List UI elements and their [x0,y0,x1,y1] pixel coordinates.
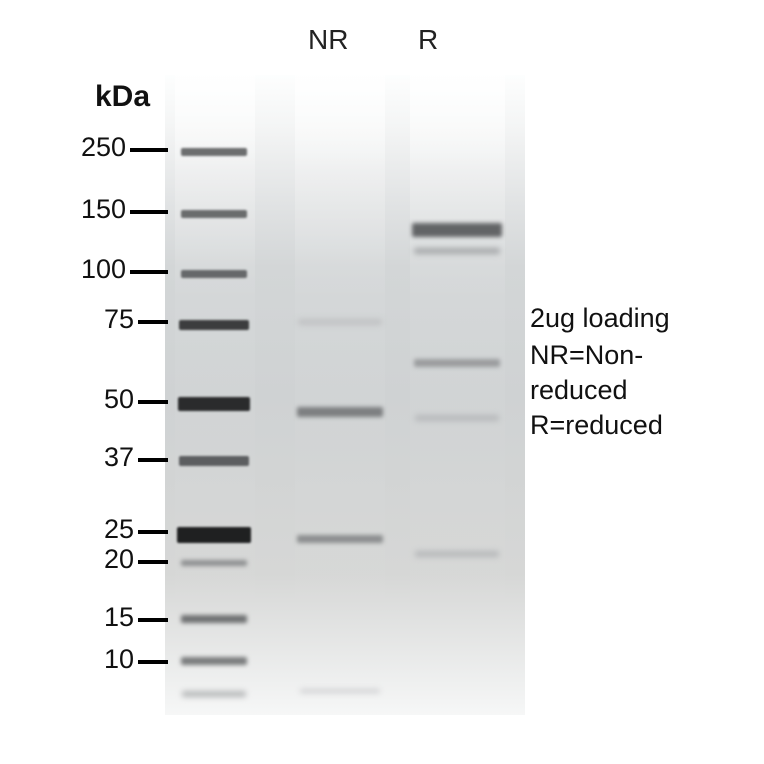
band-R-3 [415,415,499,421]
band-ladder-0 [181,148,247,156]
tick-dash-150 [130,210,168,214]
legend-line-1: NR=Non- [530,340,643,371]
band-R-4 [415,551,499,557]
tick-dash-20 [138,560,168,564]
legend-line-0: 2ug loading [530,303,670,334]
legend-line-3: R=reduced [530,410,663,441]
tick-dash-100 [130,270,168,274]
band-NR-0 [298,319,382,325]
tick-label-37: 37 [74,442,134,473]
tick-label-250: 250 [66,132,126,163]
tick-label-10: 10 [74,644,134,675]
legend-line-2: reduced [530,375,628,406]
tick-label-150: 150 [66,194,126,225]
tick-label-20: 20 [74,544,134,575]
tick-dash-250 [130,148,168,152]
band-ladder-4 [178,397,250,411]
band-ladder-1 [181,210,247,218]
lane-NR [295,75,385,715]
lane-R [410,75,505,715]
band-ladder-6 [177,527,251,543]
tick-label-100: 100 [66,254,126,285]
tick-dash-25 [138,530,168,534]
tick-dash-15 [138,618,168,622]
band-ladder-3 [179,320,249,330]
tick-dash-75 [138,320,168,324]
col-header-NR: NR [308,24,348,56]
band-NR-1 [297,407,383,417]
tick-dash-50 [138,400,168,404]
gel-strip [165,75,525,715]
band-R-2 [414,359,500,367]
tick-label-75: 75 [74,304,134,335]
gel-figure: NR R kDa 250 150 100 75 50 37 2520 15 10 2ug loa… [0,0,764,764]
band-NR-3 [300,689,380,693]
kda-axis-label: kDa [95,80,150,114]
band-ladder-10 [182,691,246,697]
col-header-R: R [418,24,438,56]
band-ladder-9 [181,657,247,665]
band-ladder-8 [181,615,247,623]
band-R-0 [412,223,502,237]
tick-label-15: 15 [74,602,134,633]
band-ladder-5 [179,456,249,466]
tick-dash-10 [138,660,168,664]
band-NR-2 [297,535,383,543]
tick-label-50: 50 [74,384,134,415]
band-ladder-7 [181,560,247,566]
band-R-1 [414,248,500,254]
tick-dash-37 [138,458,168,462]
band-ladder-2 [181,270,247,278]
tick-label-25: 25 [74,514,134,545]
